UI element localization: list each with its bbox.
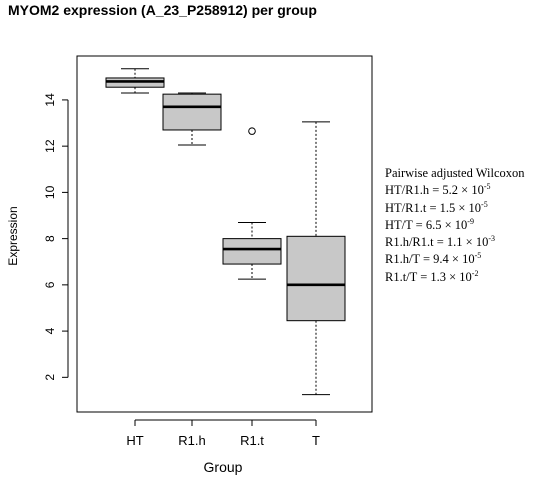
y-tick-label: 12: [43, 139, 57, 153]
box-r1-h: [162, 92, 222, 146]
y-tick-label: 14: [43, 93, 57, 107]
x-tick-label: R1.h: [178, 433, 205, 448]
box-t: [286, 121, 346, 396]
chart-title: MYOM2 expression (A_23_P258912) per grou…: [8, 2, 317, 18]
box-body: [222, 238, 282, 265]
annotation-heading: Pairwise adjusted Wilcoxon: [385, 166, 525, 180]
annotation-line-exponent: -5: [483, 182, 491, 192]
annotation-line-text: R1.t/T = 1.3 × 10: [385, 269, 472, 284]
y-axis: 2 4 6 8 10 12 14: [43, 93, 69, 381]
y-tick-label: 4: [43, 327, 57, 334]
annotation-line-text: R1.h/T = 9.4 × 10: [385, 252, 475, 267]
x-tick-label: HT: [126, 433, 143, 448]
outlier-point: [248, 127, 256, 135]
y-tick-label: 10: [43, 185, 57, 199]
annotation-line: HT/T = 6.5 × 10-9: [385, 217, 525, 234]
plot-frame: [76, 55, 373, 413]
annotation-line-text: HT/R1.t = 1.5 × 10: [385, 200, 482, 215]
annotation-line-exponent: -9: [467, 216, 474, 226]
box-r1-t: [222, 127, 282, 280]
y-tick-label: 2: [43, 374, 57, 381]
annotation-line: R1.t/T = 1.3 × 10-2: [385, 269, 525, 286]
annotation-line: R1.h/R1.t = 1.1 × 10-3: [385, 234, 525, 251]
box-body: [162, 93, 222, 131]
x-tick-label: T: [312, 433, 320, 448]
annotation-line: R1.h/T = 9.4 × 10-5: [385, 251, 525, 268]
x-axis: HT R1.h R1.t T: [126, 419, 320, 448]
box-ht: [105, 68, 165, 94]
annotation-line-exponent: -5: [481, 199, 488, 209]
y-tick-label: 8: [43, 235, 57, 242]
wilcoxon-annotation: Pairwise adjusted Wilcoxon HT/R1.h = 5.2…: [385, 165, 525, 286]
y-axis-label: Expression: [6, 206, 20, 265]
annotation-line-exponent: -3: [488, 234, 496, 244]
y-tick-label: 6: [43, 281, 57, 288]
annotation-line-text: R1.h/R1.t = 1.1 × 10: [385, 235, 489, 250]
box-body: [286, 235, 346, 322]
x-axis-label: Group: [204, 459, 243, 475]
annotation-lines: HT/R1.h = 5.2 × 10-5 HT/R1.t = 1.5 × 10-5…: [385, 182, 525, 286]
annotation-line-exponent: -5: [474, 251, 482, 261]
annotation-line-text: HT/T = 6.5 × 10: [385, 217, 468, 232]
boxes-layer: [105, 68, 346, 396]
annotation-line: HT/R1.h = 5.2 × 10-5: [385, 182, 525, 199]
annotation-line-exponent: -2: [471, 268, 479, 278]
x-tick-label: R1.t: [240, 433, 264, 448]
annotation-line-text: HT/R1.h = 5.2 × 10: [385, 183, 484, 198]
annotation-line: HT/R1.t = 1.5 × 10-5: [385, 200, 525, 217]
